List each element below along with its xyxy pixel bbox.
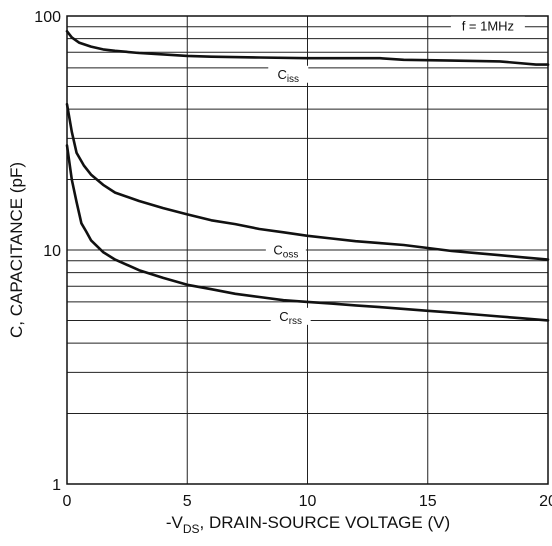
y-tick-label: 1 xyxy=(52,477,61,494)
y-tick-label: 100 xyxy=(34,9,61,26)
grid xyxy=(66,15,549,485)
annotation-bg xyxy=(450,16,525,34)
x-axis-title-sub: DS xyxy=(183,522,200,536)
y-tick-label: 10 xyxy=(43,243,61,260)
plot-frame xyxy=(66,15,549,485)
frequency-annotation: f = 1MHz xyxy=(462,19,514,34)
x-axis-title: -VDS, DRAIN-SOURCE VOLTAGE (V) xyxy=(166,513,450,536)
curve-label-bg xyxy=(268,65,309,83)
curve-label-bg xyxy=(270,307,311,325)
series-line-coss xyxy=(65,102,550,261)
curve-label-crss: Crss xyxy=(279,309,302,327)
curve-label-ciss: Ciss xyxy=(277,67,299,85)
x-axis-title-prefix: -V xyxy=(166,513,184,532)
x-tick-label: 0 xyxy=(63,493,72,510)
curve-label-coss: Coss xyxy=(273,243,298,261)
x-tick-label: 5 xyxy=(183,493,192,510)
x-tick-label: 15 xyxy=(419,493,437,510)
curves xyxy=(65,30,550,322)
x-axis-title-suffix: , DRAIN-SOURCE VOLTAGE (V) xyxy=(200,513,451,532)
x-tick-label: 20 xyxy=(539,493,552,510)
x-tick-label: 10 xyxy=(299,493,317,510)
series-line-ciss xyxy=(65,30,550,66)
series-line-crss xyxy=(65,144,550,322)
curve-label-bg xyxy=(265,241,306,259)
curve-labels: Ciss Coss Crss f = 1MHz xyxy=(265,16,525,327)
y-axis-title: C, CAPACITANCE (pF) xyxy=(7,162,26,338)
tick-labels: 0 5 10 15 20 1 10 100 xyxy=(34,9,552,510)
